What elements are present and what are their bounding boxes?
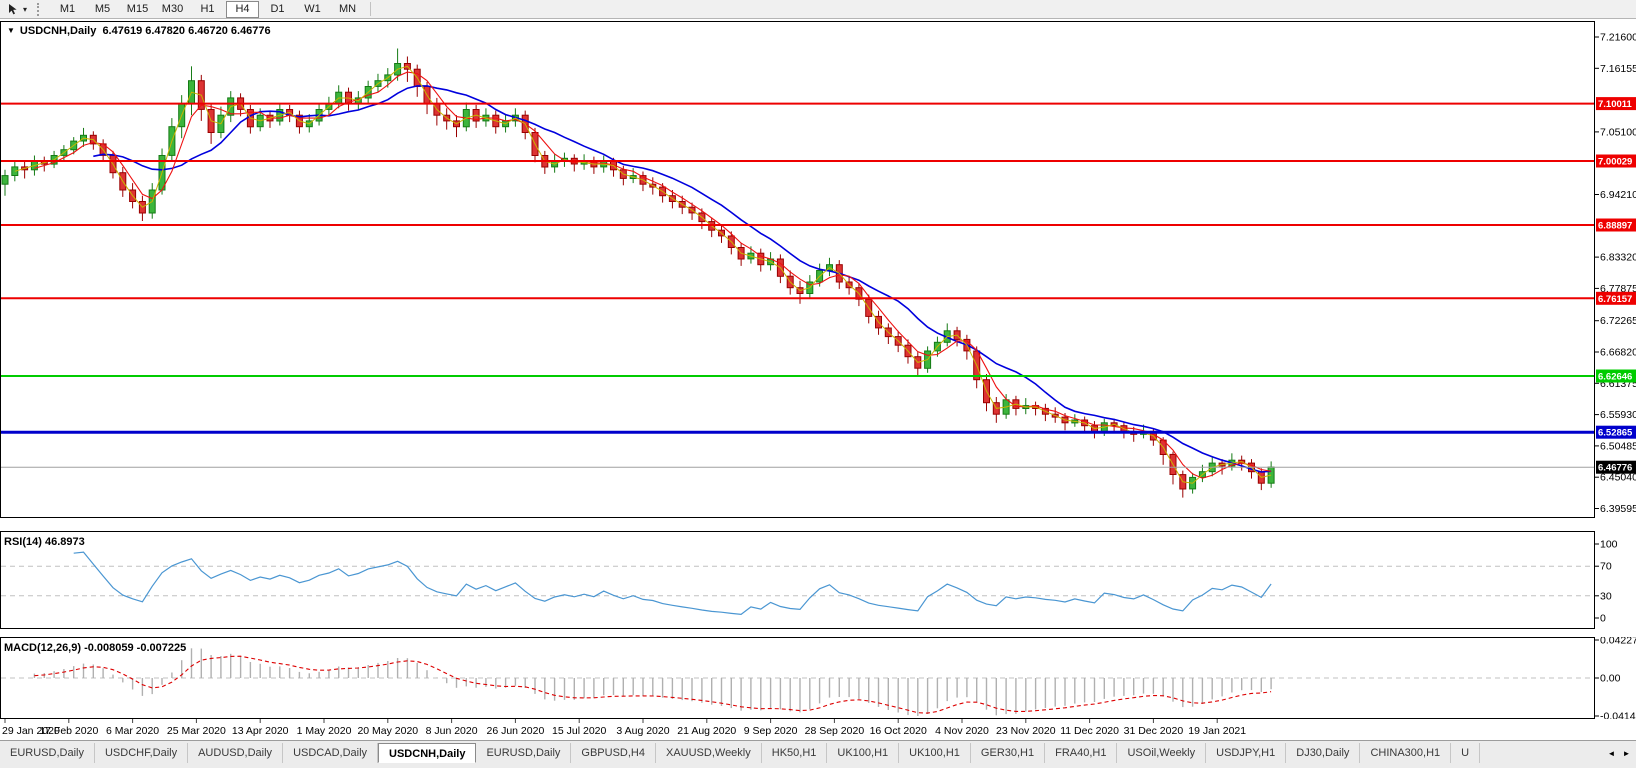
- svg-text:17 Feb 2020: 17 Feb 2020: [39, 725, 98, 737]
- svg-text:16 Oct 2020: 16 Oct 2020: [870, 725, 927, 737]
- chevron-down-icon: ▾: [22, 4, 27, 14]
- chart-tab-u[interactable]: U: [1451, 743, 1481, 763]
- timeframe-button-m30[interactable]: M30: [161, 2, 184, 15]
- rsi-label: RSI(14) 46.8973: [4, 536, 85, 548]
- svg-text:6.52865: 6.52865: [1598, 428, 1633, 439]
- chart-tab-usdchf-daily[interactable]: USDCHF,Daily: [94, 743, 189, 763]
- chart-title-text: USDCNH,Daily 6.47619 6.47820 6.46720 6.4…: [19, 25, 271, 37]
- svg-text:1 May 2020: 1 May 2020: [297, 725, 352, 737]
- timeframe-buttons: M1 M5 M15 M30 H1 H4 D1 W1 MN: [50, 0, 365, 18]
- candlestick-canvas[interactable]: 7.21600 7.16155 7.05100 6.94210 6.83320 6.778…: [0, 21, 1636, 523]
- svg-text:13 Apr 2020: 13 Apr 2020: [232, 725, 289, 737]
- macd-panel: MACD(12,26,9) -0.008059 -0.007225 0.0422…: [0, 635, 1636, 723]
- svg-text:6.46776: 6.46776: [1598, 463, 1632, 474]
- svg-text:25 Mar 2020: 25 Mar 2020: [167, 725, 226, 737]
- svg-text:7.10011: 7.10011: [1598, 99, 1633, 110]
- svg-text:6.39595: 6.39595: [1600, 503, 1636, 515]
- timeframe-button-h1[interactable]: H1: [200, 2, 215, 15]
- chart-tabs: EURUSD,Daily USDCHF,Daily AUDUSD,Daily USDC…: [0, 741, 1598, 768]
- cursor-icon: [8, 3, 17, 14]
- svg-text:70: 70: [1600, 561, 1612, 573]
- timeframe-button-m5[interactable]: M5: [94, 2, 111, 15]
- svg-text:20 May 2020: 20 May 2020: [357, 725, 418, 737]
- timeframe-button-w1[interactable]: W1: [304, 2, 321, 15]
- chart-tab-uk100-h1[interactable]: UK100,H1: [827, 743, 900, 763]
- chart-tab-dj30-daily[interactable]: DJ30,Daily: [1286, 743, 1361, 763]
- svg-text:6.50485: 6.50485: [1600, 440, 1636, 452]
- timeframe-button-h4[interactable]: H4: [226, 0, 259, 18]
- chart-tab-uk100-h1[interactable]: UK100,H1: [899, 743, 971, 763]
- svg-text:6.76157: 6.76157: [1598, 294, 1632, 305]
- tabs-scroll-left-icon[interactable]: ◄: [1607, 749, 1616, 758]
- svg-text:8 Jun 2020: 8 Jun 2020: [426, 725, 478, 737]
- main-chart-panel[interactable]: ▼ USDCNH,Daily 6.47619 6.47820 6.46720 6.…: [0, 21, 1636, 518]
- toolbar-grip-handle[interactable]: [37, 2, 43, 16]
- svg-text:31 Dec 2020: 31 Dec 2020: [1124, 725, 1184, 737]
- chart-tab-eurusd-daily[interactable]: EURUSD,Daily: [476, 743, 572, 763]
- svg-text:6.66820: 6.66820: [1600, 347, 1636, 359]
- svg-text:30: 30: [1600, 590, 1612, 602]
- svg-text:6.45040: 6.45040: [1600, 472, 1636, 484]
- timeframe-button-mn[interactable]: MN: [338, 2, 357, 15]
- date-axis: 29 Jan 2020 17 Feb 2020 6 Mar 2020 25 Mar 2…: [0, 719, 1636, 739]
- chart-tab-hk50-h1[interactable]: HK50,H1: [761, 743, 828, 763]
- svg-text:3 Aug 2020: 3 Aug 2020: [616, 725, 669, 737]
- svg-text:7.21600: 7.21600: [1600, 32, 1636, 44]
- svg-text:6.72265: 6.72265: [1600, 315, 1636, 327]
- rsi-panel: RSI(14) 46.8973 100 70 30 0: [0, 531, 1636, 629]
- chart-tab-fra40-h1[interactable]: FRA40,H1: [1045, 743, 1118, 763]
- chart-tab-usdcad-daily[interactable]: USDCAD,Daily: [283, 743, 379, 763]
- chart-tab-usdjpy-h1[interactable]: USDJPY,H1: [1206, 743, 1287, 763]
- toolbar: ▾ M1 M5 M15 M30 H1 H4 D1 W1 MN: [0, 0, 1636, 19]
- svg-text:29 Jan 2020: 29 Jan 2020: [2, 725, 60, 737]
- svg-text:23 Nov 2020: 23 Nov 2020: [996, 725, 1056, 737]
- chart-tab-usdcnh-daily[interactable]: USDCNH,Daily: [378, 743, 477, 763]
- macd-label: MACD(12,26,9) -0.008059 -0.007225: [4, 642, 187, 654]
- svg-text:6.94210: 6.94210: [1600, 189, 1636, 201]
- svg-text:21 Aug 2020: 21 Aug 2020: [677, 725, 736, 737]
- svg-text:0.042275: 0.042275: [1600, 637, 1636, 647]
- svg-text:4 Nov 2020: 4 Nov 2020: [935, 725, 989, 737]
- chart-tab-eurusd-daily[interactable]: EURUSD,Daily: [0, 743, 95, 763]
- svg-text:6.55930: 6.55930: [1600, 409, 1636, 421]
- chart-tab-ger30-h1[interactable]: GER30,H1: [970, 743, 1046, 763]
- svg-text:7.00029: 7.00029: [1598, 157, 1632, 168]
- svg-text:-0.04148: -0.04148: [1600, 711, 1636, 720]
- macd-canvas: 0.042275 0.00 -0.04148: [0, 635, 1636, 724]
- svg-text:11 Dec 2020: 11 Dec 2020: [1060, 725, 1119, 737]
- svg-text:0.00: 0.00: [1600, 673, 1621, 685]
- rsi-canvas: 100 70 30 0: [0, 531, 1636, 634]
- chart-tab-xauusd-weekly[interactable]: XAUUSD,Weekly: [655, 743, 762, 763]
- chart-title: ▼ USDCNH,Daily 6.47619 6.47820 6.46720 6.…: [7, 25, 271, 37]
- svg-text:6.83320: 6.83320: [1600, 252, 1636, 264]
- chart-tab-china300-h1[interactable]: CHINA300,H1: [1360, 743, 1452, 763]
- timeframe-button-m1[interactable]: M1: [59, 2, 76, 15]
- svg-text:28 Sep 2020: 28 Sep 2020: [805, 725, 865, 737]
- tabs-scroll-right-icon[interactable]: ►: [1622, 749, 1631, 758]
- svg-text:9 Sep 2020: 9 Sep 2020: [744, 725, 798, 737]
- svg-text:19 Jan 2021: 19 Jan 2021: [1188, 725, 1246, 737]
- chart-tab-usoil-weekly[interactable]: USOil,Weekly: [1117, 743, 1207, 763]
- svg-text:100: 100: [1600, 539, 1618, 551]
- chart-tab-gbpusd-h4[interactable]: GBPUSD,H4: [571, 743, 656, 763]
- svg-text:6.88897: 6.88897: [1598, 221, 1632, 232]
- svg-text:0: 0: [1600, 613, 1606, 625]
- svg-text:6 Mar 2020: 6 Mar 2020: [106, 725, 159, 737]
- chart-tab-audusd-daily[interactable]: AUDUSD,Daily: [188, 743, 284, 763]
- svg-text:6.62646: 6.62646: [1598, 372, 1632, 383]
- svg-text:26 Jun 2020: 26 Jun 2020: [486, 725, 544, 737]
- toolbar-separator: [370, 2, 371, 16]
- timeframe-button-d1[interactable]: D1: [270, 2, 285, 15]
- svg-text:15 Jul 2020: 15 Jul 2020: [552, 725, 606, 737]
- crosshair-cursor-tool-button[interactable]: ▾: [0, 1, 34, 17]
- tab-scroll-buttons: ◄ ►: [1604, 745, 1634, 762]
- chart-tab-bar: EURUSD,Daily USDCHF,Daily AUDUSD,Daily USDC…: [0, 740, 1636, 768]
- svg-text:7.16155: 7.16155: [1600, 63, 1636, 75]
- timeframe-button-m15[interactable]: M15: [126, 2, 149, 15]
- svg-text:7.05100: 7.05100: [1600, 126, 1636, 138]
- collapse-triangle-icon: ▼: [7, 26, 15, 35]
